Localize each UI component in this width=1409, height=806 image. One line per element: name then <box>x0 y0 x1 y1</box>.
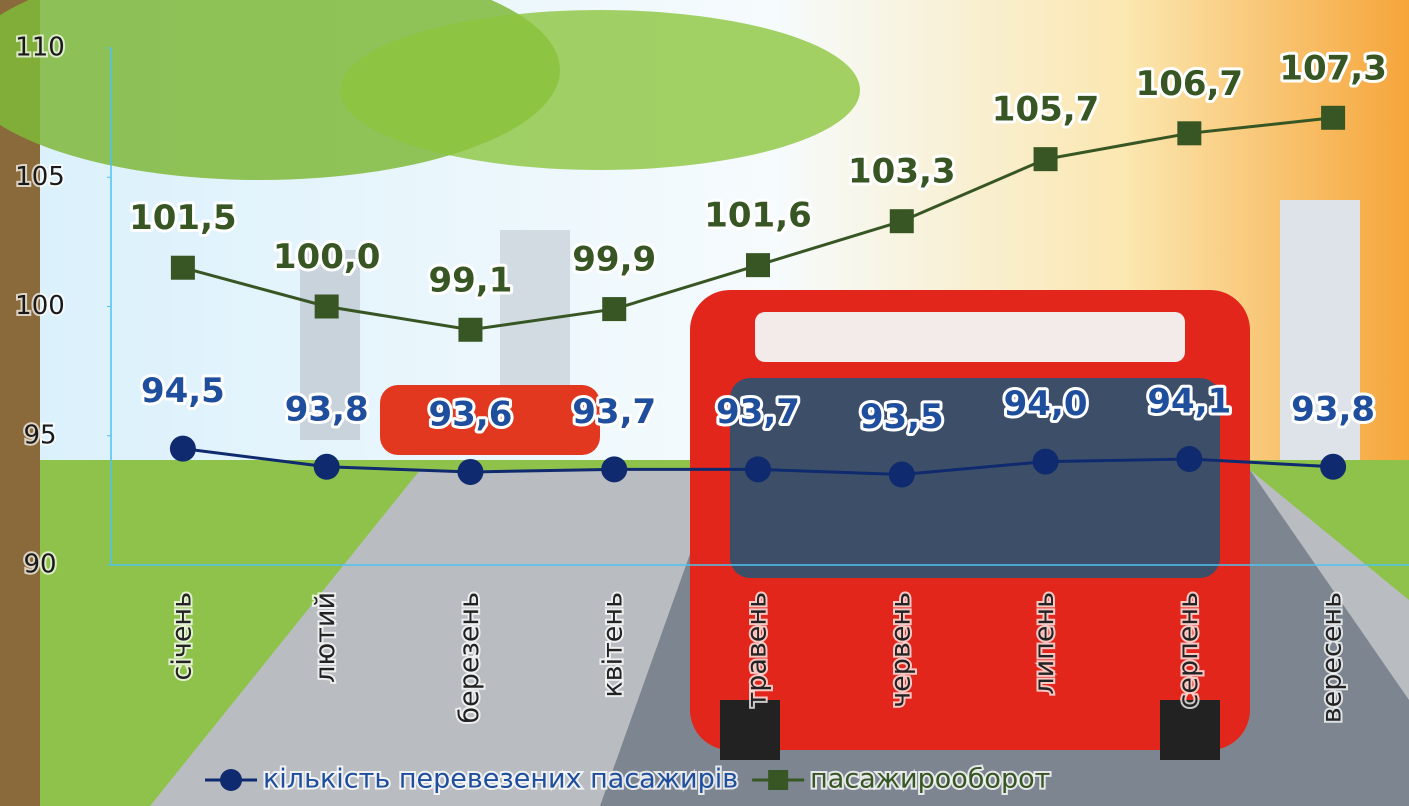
x-tick-label: липень <box>1029 592 1060 695</box>
data-label: 93,7 <box>716 392 800 432</box>
data-label: 99,1 <box>428 260 512 300</box>
x-tick-label: квітень <box>598 592 629 698</box>
marker <box>890 209 914 233</box>
marker <box>1176 446 1202 472</box>
marker <box>745 456 771 482</box>
y-tick-label: 105 <box>15 162 65 192</box>
data-label: 93,8 <box>285 389 369 429</box>
data-label: 94,0 <box>1004 384 1088 424</box>
y-tick-label: 90 <box>23 550 56 580</box>
data-label: 99,9 <box>572 240 656 280</box>
data-label: 93,6 <box>428 394 512 434</box>
marker <box>458 318 482 342</box>
x-tick-label: червень <box>885 592 916 708</box>
marker <box>1033 449 1059 475</box>
data-label: 107,3 <box>1279 48 1387 88</box>
y-tick-label: 110 <box>15 33 65 63</box>
marker <box>171 256 195 280</box>
marker <box>1034 147 1058 171</box>
data-label: 105,7 <box>992 90 1100 130</box>
data-label: 106,7 <box>1136 64 1244 104</box>
legend-label: кількість перевезених пасажирів <box>263 764 738 795</box>
data-label: 103,3 <box>848 152 956 192</box>
x-tick-label: вересень <box>1317 592 1348 723</box>
chart: 90 95 100 105 110 січень лютий березень квітень т… <box>0 0 1409 806</box>
marker <box>315 295 339 319</box>
y-tick-label: 95 <box>23 420 56 450</box>
marker <box>1320 454 1346 480</box>
legend-marker <box>220 769 242 791</box>
legend-marker <box>768 770 788 790</box>
marker <box>746 253 770 277</box>
data-label: 101,6 <box>704 196 812 236</box>
data-label: 94,1 <box>1147 382 1231 422</box>
marker <box>1177 121 1201 145</box>
data-label: 100,0 <box>273 237 381 277</box>
x-tick-label: лютий <box>310 592 341 683</box>
x-tick-label: травень <box>742 592 773 708</box>
marker <box>1321 106 1345 130</box>
marker <box>602 297 626 321</box>
data-label: 93,7 <box>572 392 656 432</box>
marker <box>601 456 627 482</box>
data-label: 93,8 <box>1291 389 1375 429</box>
y-tick-label: 100 <box>15 291 65 321</box>
data-label: 93,5 <box>860 397 944 437</box>
data-label: 94,5 <box>141 371 225 411</box>
x-tick-label: серпень <box>1173 592 1204 708</box>
legend-label: пасажирооборот <box>810 764 1050 795</box>
data-label: 101,5 <box>129 198 237 238</box>
marker <box>314 454 340 480</box>
marker <box>889 462 915 488</box>
x-tick-label: січень <box>166 592 197 680</box>
x-tick-label: березень <box>454 592 485 724</box>
marker <box>457 459 483 485</box>
marker <box>170 436 196 462</box>
